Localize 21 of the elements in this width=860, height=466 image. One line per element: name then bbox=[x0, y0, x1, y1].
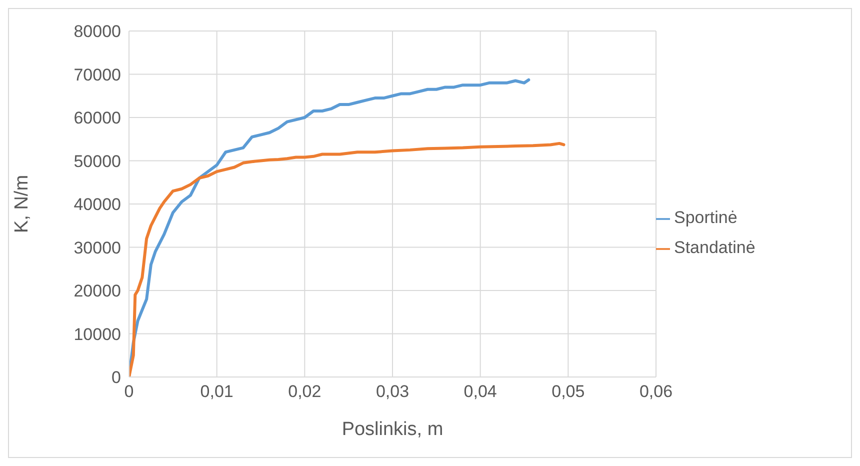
y-tick-label: 70000 bbox=[74, 65, 121, 84]
x-tick-label: 0,06 bbox=[639, 382, 673, 402]
legend-label: Sportinė bbox=[674, 208, 738, 227]
y-tick-label: 20000 bbox=[74, 282, 121, 301]
y-tick-label: 50000 bbox=[74, 152, 121, 171]
x-tick-label: 0 bbox=[124, 382, 134, 402]
y-tick-label: 80000 bbox=[74, 22, 121, 42]
y-tick-label: 40000 bbox=[74, 195, 121, 214]
x-tick-label: 0,01 bbox=[200, 382, 234, 402]
y-tick-label: 30000 bbox=[74, 238, 121, 258]
x-tick-label: 0,02 bbox=[288, 382, 322, 402]
x-tick-label: 0,03 bbox=[376, 382, 410, 402]
legend-label: Standatinė bbox=[674, 238, 756, 257]
y-tick-label: 10000 bbox=[74, 324, 121, 344]
line-series bbox=[129, 142, 566, 377]
x-tick-label: 0,04 bbox=[464, 382, 497, 402]
y-tick-label: 0 bbox=[112, 368, 121, 388]
y-axis-title: K, N/m bbox=[12, 174, 33, 234]
y-tick-label: 60000 bbox=[74, 108, 121, 128]
x-axis-title: Poslinkis, m bbox=[342, 419, 444, 440]
x-tick-label: 0,05 bbox=[552, 382, 585, 402]
